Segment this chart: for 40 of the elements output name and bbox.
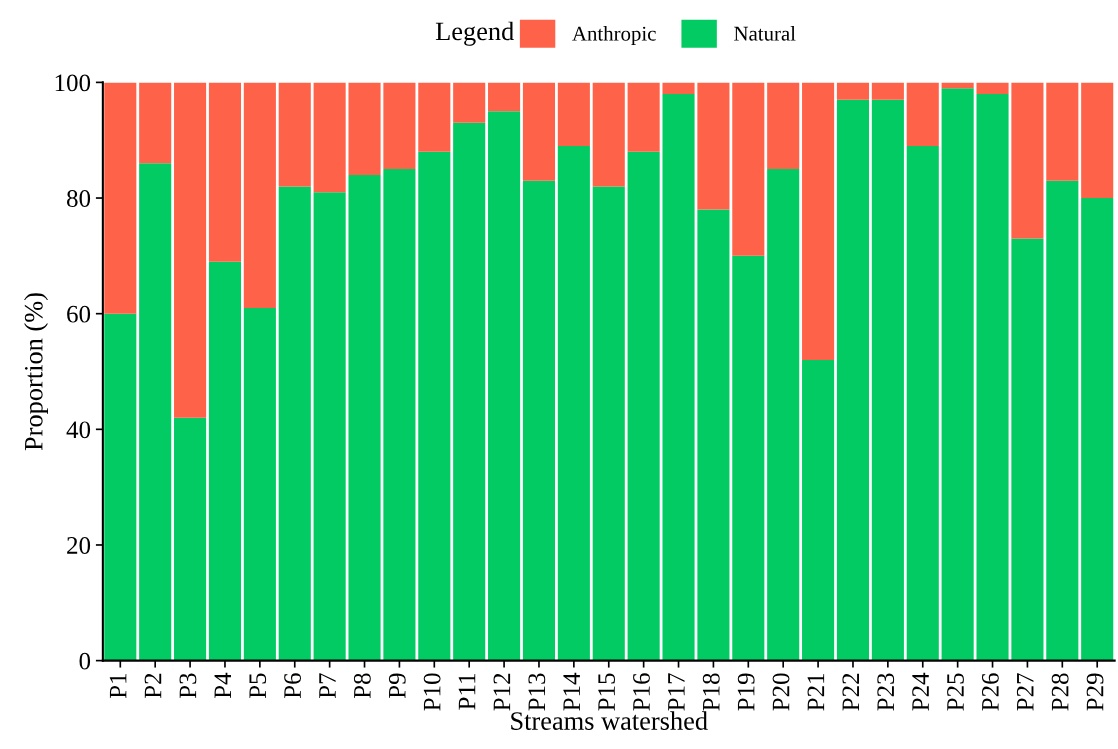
x-tick-label: P16: [633, 673, 650, 711]
x-tick-label: P14: [563, 672, 580, 711]
legend-label: Natural: [734, 26, 796, 41]
x-tick-label: P10: [423, 673, 441, 711]
x-tick-label: P15: [598, 673, 616, 711]
x-tick-label: P3: [179, 673, 197, 699]
x-tick-label: P17: [668, 673, 685, 711]
x-tick-label: P6: [284, 673, 302, 699]
x-tick-label: P29: [1086, 673, 1104, 711]
x-tick-label: P20: [772, 673, 790, 711]
x-tick-label: P23: [877, 673, 895, 711]
legend-label: Anthropic: [572, 26, 656, 45]
x-tick-label: P22: [842, 673, 859, 711]
x-tick-label: P11: [458, 673, 476, 710]
y-tick-label: 0: [79, 652, 91, 670]
y-tick-label: 60: [67, 305, 91, 323]
y-tick-label: 100: [55, 74, 91, 92]
x-tick-label: P5: [249, 673, 267, 699]
x-tick-label: P9: [388, 673, 406, 699]
x-axis-title: Streams watershed: [511, 711, 708, 730]
y-axis-title: Proportion (%): [24, 293, 48, 451]
x-tick-label: P19: [737, 673, 755, 711]
y-tick-label: 80: [67, 190, 91, 207]
x-tick-label: P1: [109, 673, 127, 699]
legend-title: Legend: [435, 21, 514, 46]
x-tick-label: P21: [807, 673, 825, 711]
y-tick-label: 20: [67, 537, 91, 554]
x-tick-label: P24: [912, 672, 929, 711]
x-tick-label: P8: [353, 673, 371, 699]
x-tick-label: P18: [702, 673, 720, 711]
x-tick-label: P4: [214, 672, 231, 699]
x-tick-label: P28: [1051, 673, 1069, 711]
x-tick-label: P27: [1016, 673, 1034, 711]
x-tick-label: P2: [144, 673, 162, 699]
x-tick-label: P25: [947, 673, 964, 711]
x-tick-label: P7: [319, 673, 336, 699]
x-tick-label: P12: [493, 673, 511, 711]
x-tick-label: P26: [981, 673, 999, 711]
x-tick-label: P13: [528, 673, 546, 711]
y-tick-label: 40: [66, 421, 91, 439]
